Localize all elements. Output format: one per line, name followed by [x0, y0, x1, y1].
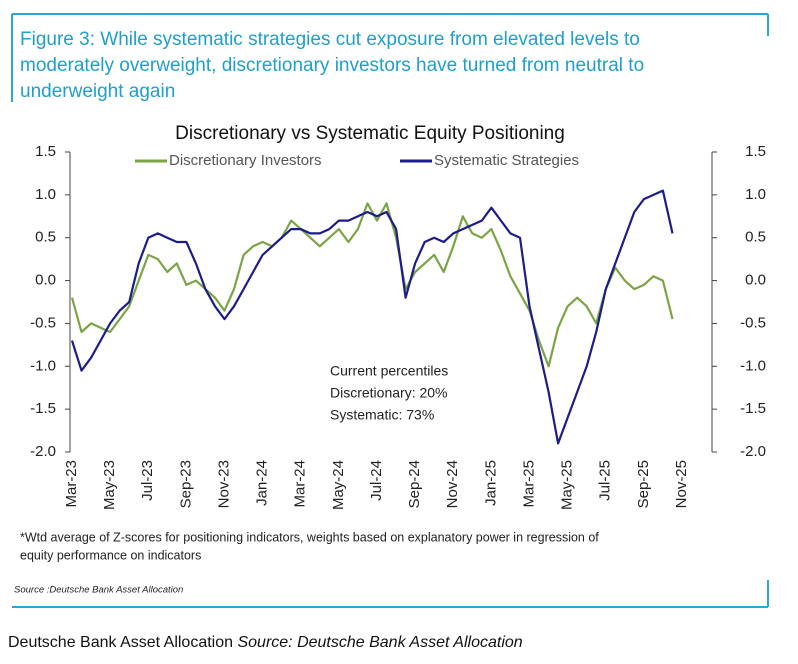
y2-tick-label: -1.0 — [740, 357, 766, 374]
x-tick-label: Nov-25 — [673, 460, 690, 508]
x-tick-label: Mar-24 — [292, 460, 309, 508]
figure-title: moderately overweight, discretionary inv… — [20, 55, 644, 76]
x-tick-label: May-25 — [559, 460, 576, 510]
x-tick-label: Jan-24 — [254, 460, 271, 506]
source: Source :Deutsche Bank Asset Allocation — [14, 585, 183, 596]
x-tick-label: Nov-24 — [444, 460, 461, 508]
footnote: equity performance on indicators — [20, 548, 201, 562]
x-tick-label: Jul-24 — [368, 460, 385, 501]
caption: Deutsche Bank Asset Allocation Source: D… — [8, 634, 523, 651]
frame — [11, 13, 769, 608]
footnote: *Wtd average of Z-scores for positioning… — [20, 530, 599, 544]
x-tick-label: Mar-23 — [63, 460, 80, 508]
annotation: Discretionary: 20% — [330, 385, 448, 401]
x-tick-label: Mar-25 — [520, 460, 537, 508]
y2-tick-label: 1.0 — [745, 186, 766, 203]
legend-label: Discretionary Investors — [169, 152, 322, 169]
y-tick-label: -0.5 — [30, 314, 56, 331]
series-line — [70, 202, 674, 368]
y-tick-label: 0.0 — [35, 272, 56, 289]
y2-tick-label: 0.0 — [745, 272, 766, 289]
y-tick-label: 1.0 — [35, 186, 56, 203]
y2-tick-label: 0.5 — [745, 229, 766, 246]
figure-title: Figure 3: While systematic strategies cu… — [20, 29, 640, 50]
caption-source: Source: Deutsche Bank Asset Allocation — [237, 634, 522, 651]
series-line — [70, 189, 674, 445]
y-tick-label: -1.5 — [30, 400, 56, 417]
y2-tick-label: 1.5 — [745, 143, 766, 160]
y-tick-label: -1.0 — [30, 357, 56, 374]
x-tick-label: Sep-25 — [635, 460, 652, 508]
chart-title: Discretionary vs Systematic Equity Posit… — [175, 123, 565, 144]
y2-tick-label: -2.0 — [740, 443, 766, 460]
annotation: Current percentiles — [330, 363, 448, 379]
x-tick-label: Jul-23 — [139, 460, 156, 501]
x-tick-label: Sep-23 — [177, 460, 194, 508]
annotation: Systematic: 73% — [330, 407, 434, 423]
y2-tick-label: -1.5 — [740, 400, 766, 417]
x-tick-label: Jan-25 — [482, 460, 499, 506]
x-tick-label: Nov-23 — [215, 460, 232, 508]
x-tick-label: Jul-25 — [597, 460, 614, 501]
x-tick-label: Sep-24 — [406, 460, 423, 508]
y-tick-label: 0.5 — [35, 229, 56, 246]
x-tick-label: May-24 — [330, 460, 347, 510]
y-tick-label: -2.0 — [30, 443, 56, 460]
legend-label: Systematic Strategies — [434, 152, 579, 169]
caption-text: Deutsche Bank Asset Allocation — [8, 634, 233, 651]
x-tick-label: May-23 — [101, 460, 118, 510]
y2-tick-label: -0.5 — [740, 314, 766, 331]
figure-title: underweight again — [20, 81, 175, 102]
y-tick-label: 1.5 — [35, 143, 56, 160]
